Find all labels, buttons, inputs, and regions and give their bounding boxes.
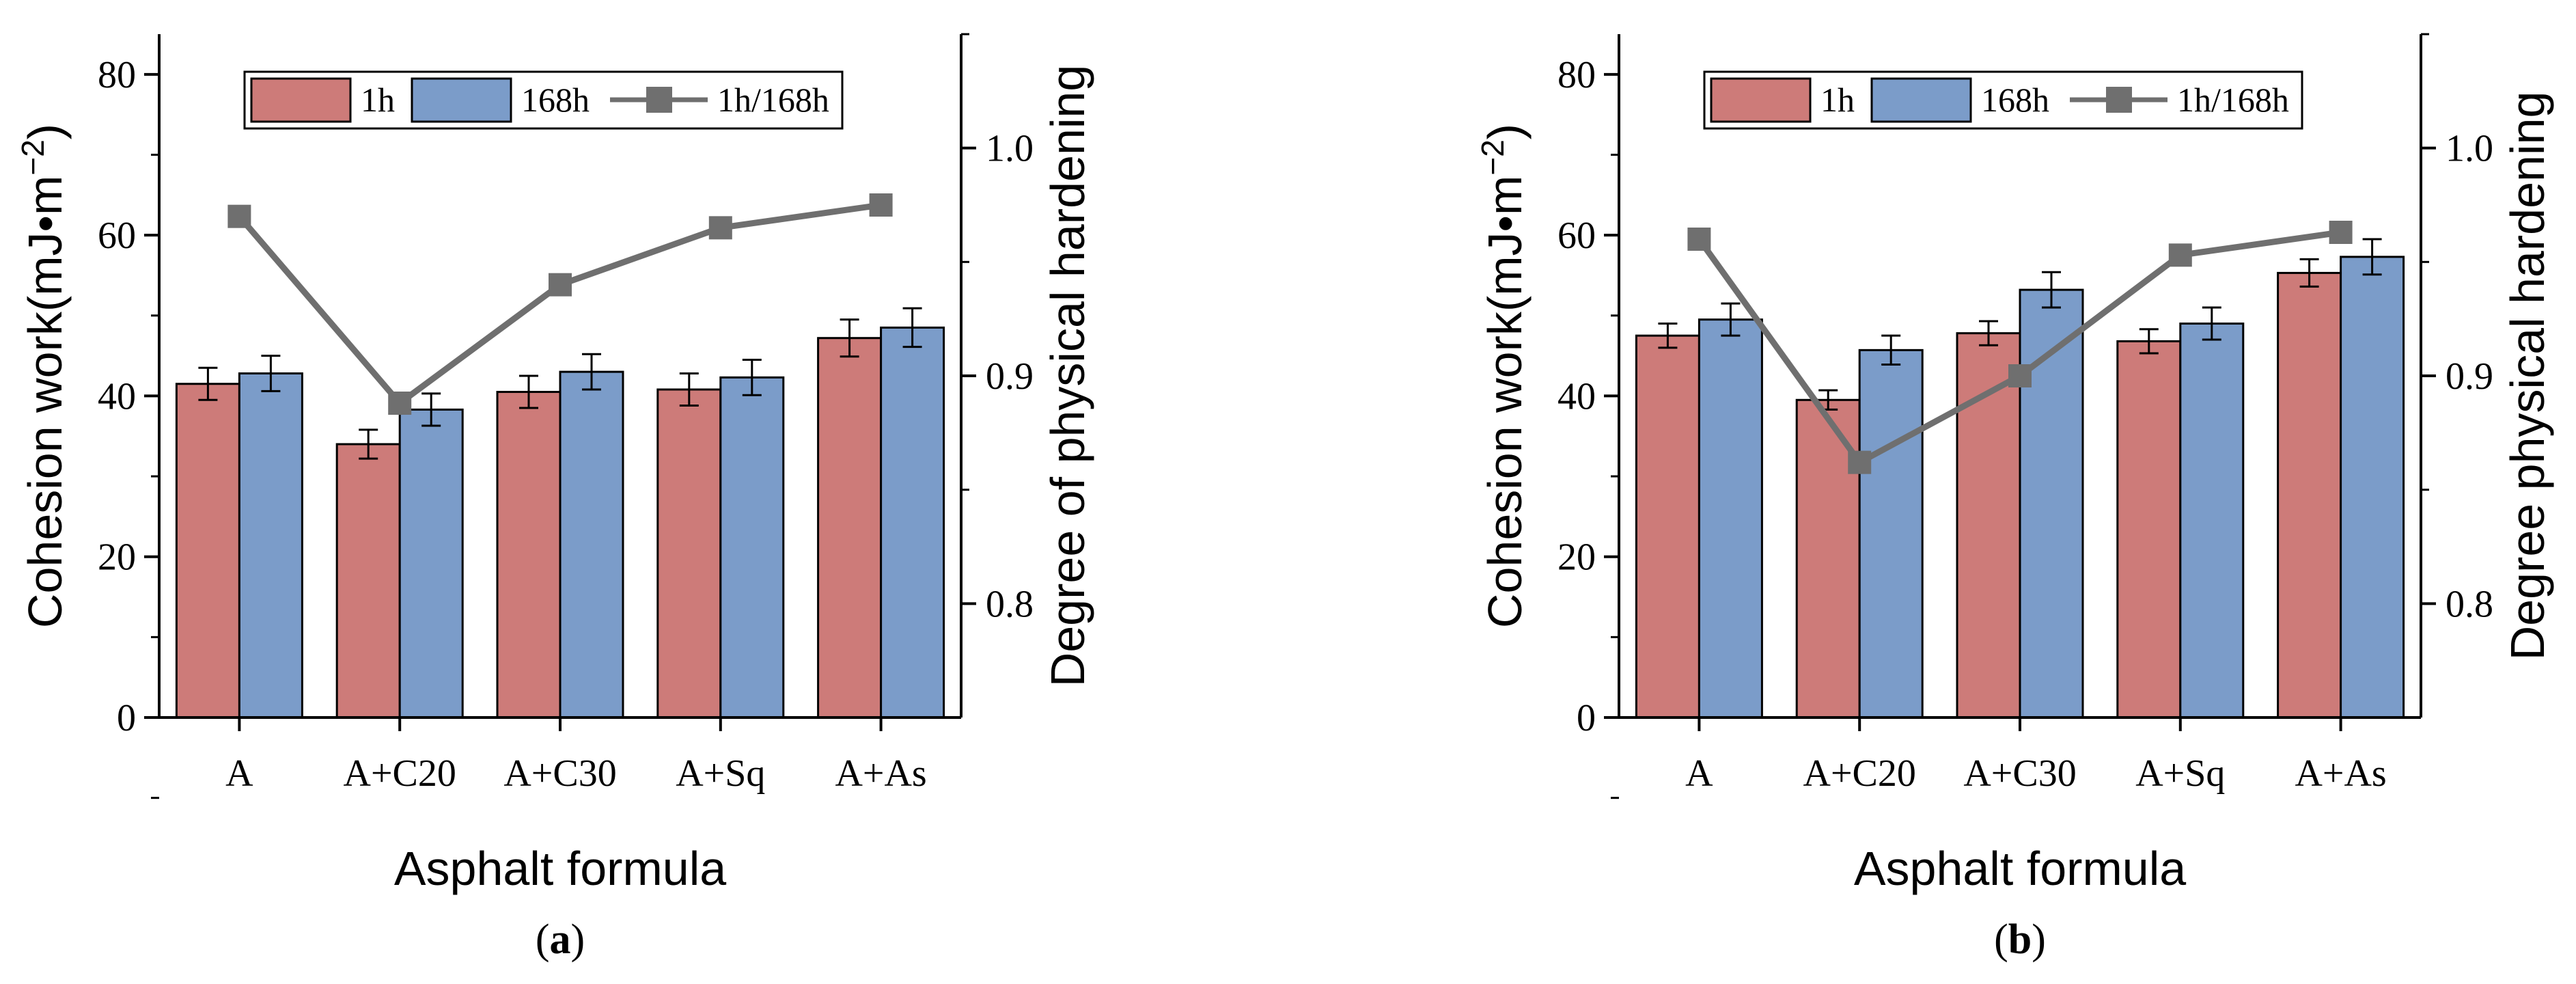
x-tick-label-A+As: A+As: [835, 752, 926, 795]
y-tick-label: 0: [117, 697, 136, 739]
legend-marker-ratio: [646, 87, 672, 113]
bar-168h-A: [1698, 318, 1763, 719]
caption-open: (: [536, 916, 550, 963]
panel-caption: (b): [1994, 916, 2046, 963]
y-tick-label: 20: [1557, 536, 1596, 579]
y-axis-title-superscript: −2: [15, 139, 51, 175]
y-axis-title-superscript: −2: [1475, 139, 1510, 175]
bar-1h-A+As: [2277, 271, 2342, 719]
legend-swatch-1h: [250, 77, 352, 123]
bar-1h-A: [1635, 334, 1700, 719]
legend-swatch-168h: [1870, 77, 1972, 123]
x-tick-label-A: A: [1685, 752, 1713, 795]
x-tick-label-A+C30: A+C30: [503, 752, 616, 795]
caption-close: ): [571, 916, 585, 963]
y-tick-label: 80: [1557, 54, 1596, 96]
ratio-marker-A+C30: [2008, 364, 2032, 387]
bar-168h-A+Sq: [719, 376, 785, 719]
y2-axis-title: Degree physical hardening: [2501, 92, 2554, 661]
bar-1h-A+As: [817, 337, 883, 719]
bar-1h-A+C20: [335, 443, 401, 719]
ratio-marker-A+C20: [1848, 450, 1872, 474]
bar-168h-A+C20: [398, 408, 464, 719]
bar-168h-A+C30: [559, 370, 624, 719]
ratio-marker-A+Sq: [2168, 243, 2192, 267]
ratio-marker-A+C30: [549, 273, 572, 297]
ratio-marker-A+As: [869, 193, 893, 217]
bar-168h-A+C20: [1858, 348, 1924, 719]
y2-tick-label: 1.0: [986, 128, 1034, 170]
y-tick-label: 0: [1577, 697, 1596, 739]
ratio-marker-A: [1687, 228, 1711, 251]
x-axis-title: Asphalt formula: [394, 842, 726, 895]
y-tick-label: 60: [98, 215, 136, 257]
legend-swatch-1h: [1710, 77, 1812, 123]
chart-panel-b: 0 20 40 60 80 0.8 0.9 1.0 A A+C20 A+C30 A+Sq A+As Asp…: [1475, 33, 2554, 963]
x-tick-label-A+C30: A+C30: [1963, 752, 2076, 795]
x-axis-title: Asphalt formula: [1854, 842, 2186, 895]
y-axis-title-close: ): [1478, 124, 1532, 139]
legend-label-1h: 1h: [1820, 81, 1855, 119]
ratio-marker-A+Sq: [708, 216, 732, 240]
x-tick-label-A+Sq: A+Sq: [676, 752, 765, 795]
legend-label-1h: 1h: [361, 81, 395, 119]
y-axis-title-main: Cohesion work(mJ•m: [1478, 176, 1532, 628]
panel-caption: (a): [536, 916, 585, 963]
chart-panel-a: 0 20 40 60 80 0.8 0.9 1.0 A A+C20 A+C30 A+Sq A+As Asp…: [15, 33, 1094, 963]
x-tick-label-A: A: [225, 752, 253, 795]
bar-1h-A+Sq: [2116, 340, 2182, 719]
y-tick-label: 20: [98, 536, 136, 579]
legend-label-ratio: 1h/168h: [717, 81, 829, 119]
y-tick-label: 40: [98, 375, 136, 418]
ratio-marker-A+As: [2329, 221, 2353, 244]
y-axis-title-close: ): [18, 124, 72, 139]
bar-1h-A: [175, 383, 240, 719]
legend-label-168h: 168h: [1981, 81, 2049, 119]
legend-swatch-168h: [411, 77, 512, 123]
bar-168h-A+As: [2340, 256, 2405, 719]
x-tick-label-A+C20: A+C20: [344, 752, 456, 795]
y2-tick-label: 0.8: [986, 583, 1034, 625]
caption-letter: b: [2008, 916, 2032, 963]
y2-tick-label: 0.9: [2446, 355, 2493, 398]
y2-tick-label: 0.9: [986, 355, 1034, 398]
y2-tick-label: 1.0: [2446, 128, 2493, 170]
y2-axis-title: Degree of physical hardening: [1041, 65, 1094, 687]
y2-tick-label: 0.8: [2446, 583, 2493, 625]
bar-168h-A+C30: [2019, 288, 2084, 719]
ratio-marker-A: [227, 204, 251, 228]
bar-168h-A+Sq: [2179, 323, 2245, 719]
caption-open: (: [1994, 916, 2008, 963]
y-axis-title: Cohesion work(mJ•m−2): [15, 124, 72, 628]
y-tick-label: 60: [1557, 215, 1596, 257]
y-tick-label: 80: [98, 54, 136, 96]
legend-marker-ratio: [2106, 87, 2132, 113]
y-tick-label: 40: [1557, 375, 1596, 418]
y-axis-title: Cohesion work(mJ•m−2): [1475, 124, 1532, 628]
bar-168h-A+As: [880, 326, 945, 719]
bar-1h-A+Sq: [656, 388, 722, 719]
caption-close: ): [2032, 916, 2046, 963]
legend-label-ratio: 1h/168h: [2177, 81, 2289, 119]
x-tick-label-A+Sq: A+Sq: [2135, 752, 2225, 795]
bar-168h-A: [238, 372, 303, 719]
caption-letter: a: [550, 916, 571, 963]
legend-label-168h: 168h: [521, 81, 590, 119]
ratio-marker-A+C20: [388, 392, 412, 415]
y-axis-title-main: Cohesion work(mJ•m: [18, 176, 72, 628]
bar-1h-A+C30: [496, 391, 562, 719]
x-tick-label-A+As: A+As: [2295, 752, 2386, 795]
x-tick-label-A+C20: A+C20: [1803, 752, 1916, 795]
